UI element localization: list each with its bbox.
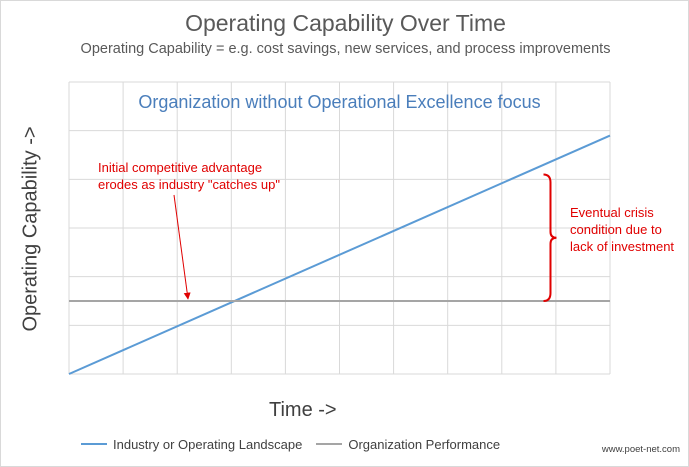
y-axis-label: Operating Capability -> xyxy=(19,126,42,332)
chart-title: Operating Capability Over Time xyxy=(185,10,506,36)
legend-item-industry: Industry or Operating Landscape xyxy=(81,437,302,452)
legend-label-industry: Industry or Operating Landscape xyxy=(113,436,303,452)
legend-swatch-organization xyxy=(316,443,343,445)
plot-title: Organization without Operational Excelle… xyxy=(138,92,541,112)
legend-item-organization: Organization Performance xyxy=(316,437,500,452)
legend: Industry or Operating Landscape Organiza… xyxy=(81,435,514,453)
annotation-competitive-advantage: Initial competitive advantage erodes as … xyxy=(98,160,280,192)
annotation-crisis: Eventual crisis condition due to lack of… xyxy=(570,205,675,254)
annotation-arrow xyxy=(173,194,191,300)
series-line-industry xyxy=(68,134,611,375)
watermark: www.poet-net.com xyxy=(601,444,680,455)
crisis-bracket xyxy=(543,173,557,302)
legend-swatch-industry xyxy=(81,443,107,445)
legend-label-organization: Organization Performance xyxy=(348,436,501,452)
x-axis-label: Time -> xyxy=(269,399,337,421)
chart-subtitle: Operating Capability = e.g. cost savings… xyxy=(80,41,611,57)
